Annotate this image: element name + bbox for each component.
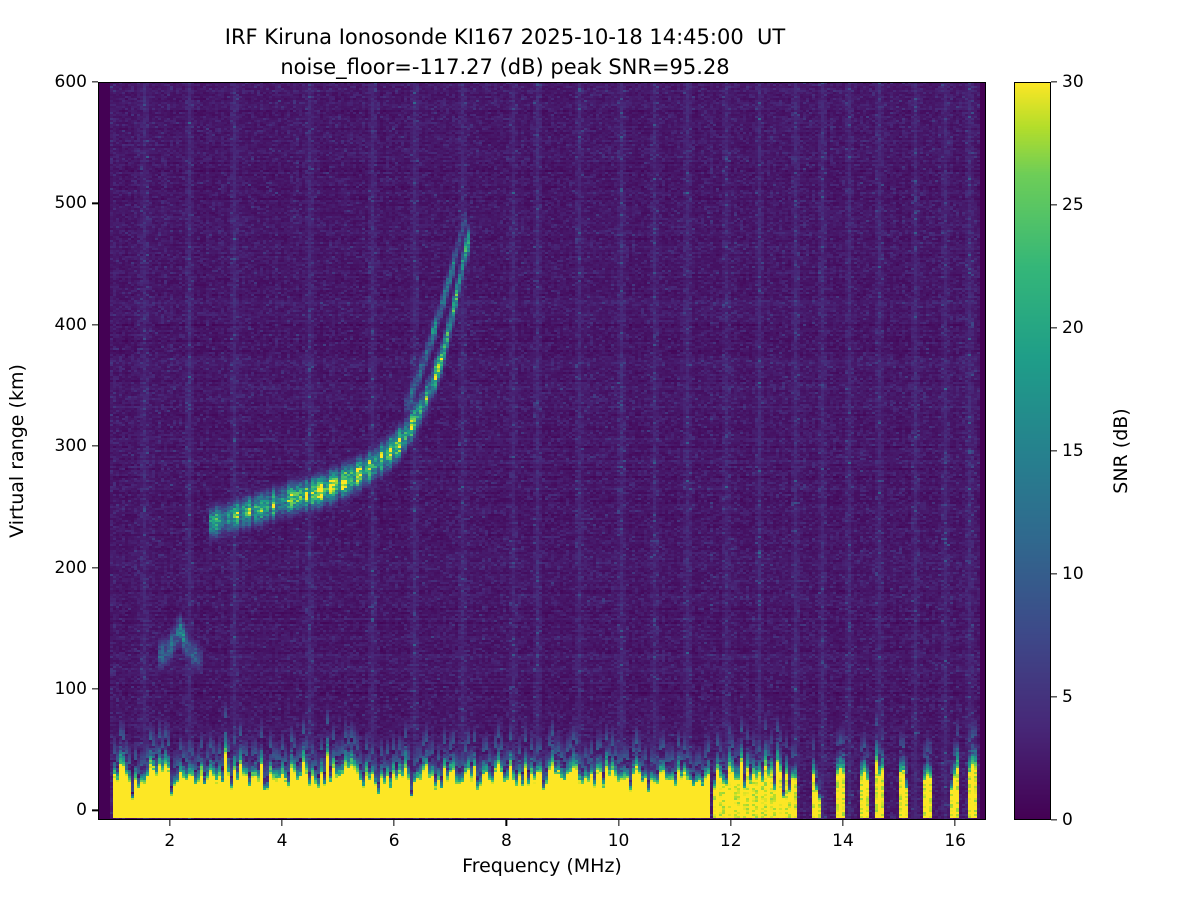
y-tick-mark	[92, 324, 98, 326]
figure-title: IRF Kiruna Ionosonde KI167 2025-10-18 14…	[0, 22, 1010, 82]
y-tick-label-100: 100	[54, 678, 87, 699]
x-axis-label: Frequency (MHz)	[462, 855, 622, 877]
colorbar	[1014, 82, 1051, 820]
x-tick-mark	[730, 820, 732, 826]
y-tick-mark	[92, 566, 98, 569]
x-tick-label-16: 16	[944, 831, 966, 851]
x-tick-label-12: 12	[719, 831, 742, 851]
y-tick-label-500: 500	[54, 193, 87, 214]
x-tick-label-2: 2	[164, 831, 176, 851]
colorbar-tick-label-30: 30	[1062, 72, 1084, 92]
colorbar-tick-label-5: 5	[1062, 687, 1073, 707]
y-tick-mark	[92, 202, 98, 205]
colorbar-tick-mark	[1051, 450, 1057, 452]
y-tick-label-400: 400	[54, 314, 87, 335]
colorbar-tick-label-15: 15	[1062, 441, 1084, 461]
colorbar-tick-mark	[1051, 204, 1057, 206]
colorbar-gradient	[1014, 82, 1051, 820]
y-tick-label-300: 300	[54, 436, 87, 457]
title-line-1: IRF Kiruna Ionosonde KI167 2025-10-18 14…	[224, 25, 786, 49]
colorbar-tick-mark	[1051, 819, 1057, 821]
colorbar-label: SNR (dB)	[1110, 408, 1132, 494]
y-tick-mark	[92, 445, 98, 447]
y-tick-label-0: 0	[76, 800, 87, 821]
y-tick-mark	[92, 809, 98, 811]
colorbar-tick-mark	[1051, 573, 1057, 575]
y-tick-label-600: 600	[54, 72, 87, 92]
colorbar-tick-mark	[1051, 696, 1057, 698]
colorbar-tick-label-20: 20	[1062, 318, 1084, 338]
x-tick-mark	[954, 820, 956, 826]
y-tick-label-200: 200	[54, 557, 87, 578]
ionogram-plot-area	[98, 82, 986, 820]
x-tick-label-8: 8	[500, 831, 512, 851]
x-tick-label-6: 6	[388, 831, 400, 851]
x-tick-mark	[617, 820, 620, 826]
x-tick-mark	[842, 820, 844, 826]
colorbar-tick-label-25: 25	[1062, 195, 1084, 215]
y-tick-mark	[92, 688, 98, 690]
y-axis-label: Virtual range (km)	[6, 364, 28, 538]
x-tick-label-14: 14	[832, 831, 854, 851]
colorbar-tick-label-0: 0	[1062, 810, 1073, 830]
x-tick-label-4: 4	[276, 831, 288, 851]
colorbar-tick-label-10: 10	[1062, 564, 1084, 584]
x-tick-mark	[393, 820, 395, 826]
colorbar-tick-mark	[1051, 327, 1057, 329]
x-tick-mark	[281, 820, 283, 826]
x-tick-mark	[169, 820, 171, 826]
ionogram-heatmap	[98, 82, 986, 820]
title-line-2: noise_floor=-117.27 (dB) peak SNR=95.28	[280, 55, 730, 79]
y-tick-mark	[92, 81, 98, 83]
x-tick-label-10: 10	[607, 831, 630, 851]
colorbar-tick-mark	[1051, 81, 1057, 83]
x-tick-mark	[505, 820, 508, 826]
